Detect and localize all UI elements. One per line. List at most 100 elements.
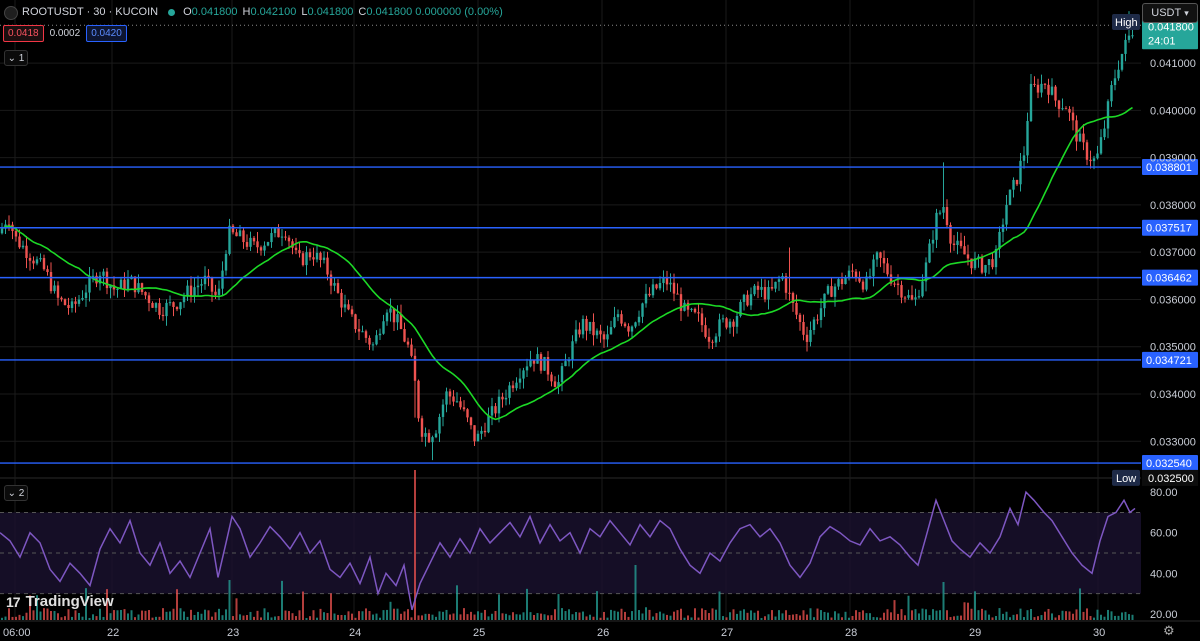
volume-bar [1, 617, 3, 620]
candle-body [676, 293, 679, 295]
candle-body [644, 293, 648, 304]
volume-bar [498, 594, 500, 620]
volume-bar [886, 609, 889, 620]
volume-bar [410, 617, 413, 620]
volume-bar [386, 609, 388, 620]
candle-body [833, 286, 837, 297]
volume-bar [991, 617, 994, 620]
volume-bar [1075, 609, 1078, 620]
volume-bar [753, 612, 756, 620]
pane2-collapse-button[interactable]: ⌄ 2 [4, 485, 28, 501]
symbol-title[interactable]: ROOTUSDT · 30 · KUCOIN [22, 6, 159, 18]
volume-bar [729, 612, 731, 620]
candle-body [501, 396, 504, 400]
volume-bar [102, 616, 105, 620]
candle-body [609, 327, 613, 335]
candle-body [102, 271, 105, 276]
candle-body [235, 232, 238, 237]
volume-bar [281, 580, 283, 620]
candle-body [956, 240, 959, 245]
candle-body [522, 370, 525, 379]
volume-bar [722, 616, 724, 620]
candle-body [476, 433, 480, 442]
candle-body [126, 279, 130, 290]
candles-group [0, 11, 1134, 461]
candle-body [291, 241, 294, 248]
price-tick-label: 0.037000 [1150, 247, 1196, 259]
volume-bar [785, 610, 787, 620]
candle-body [767, 287, 770, 300]
candle-body [109, 285, 112, 289]
candle-body [651, 284, 655, 296]
currency-selector[interactable]: USDT ▾ [1142, 3, 1198, 23]
volume-bar [470, 611, 472, 620]
volume-bar [22, 616, 24, 620]
candle-body [718, 319, 721, 337]
volume-bar [652, 616, 654, 620]
volume-bar [64, 616, 66, 620]
volume-bar [746, 612, 749, 620]
volume-bar [424, 613, 427, 620]
candle-body [1071, 112, 1075, 121]
volume-bar [1072, 613, 1074, 620]
candle-body [333, 283, 336, 286]
candle-body [1012, 179, 1015, 190]
rsi-tick-label: 60.00 [1150, 528, 1178, 540]
candle-body [945, 207, 949, 226]
volume-bar [270, 617, 273, 620]
candle-body [63, 299, 67, 306]
pane1-collapse-button[interactable]: ⌄ 1 [4, 50, 28, 66]
volume-bar [659, 611, 661, 620]
volume-bar [662, 613, 665, 620]
volume-bar [193, 614, 196, 620]
candle-body [1043, 83, 1047, 85]
candle-body [630, 326, 634, 332]
volume-bar [438, 611, 441, 620]
candle-body [637, 316, 641, 323]
symbol-logo-icon [4, 6, 18, 20]
candle-body [18, 236, 21, 248]
volume-bar [893, 600, 896, 620]
candle-body [298, 250, 301, 254]
candle-body [746, 294, 749, 306]
candle-body [816, 319, 819, 321]
volume-bar [589, 614, 591, 620]
candle-body [686, 302, 690, 310]
volume-bar [610, 609, 612, 620]
candle-body [91, 275, 95, 277]
candle-body [935, 212, 938, 240]
volume-bar [617, 611, 619, 620]
volume-bar [956, 615, 959, 620]
ohlc-open-label: O [183, 6, 192, 18]
sell-price-button[interactable]: 0.0418 [3, 25, 44, 42]
candle-body [1110, 85, 1113, 102]
volume-bar [1009, 617, 1011, 620]
volume-bar [32, 610, 35, 620]
candle-body [151, 302, 154, 308]
candle-body [812, 319, 816, 331]
settings-gear-icon[interactable]: ⚙ [1163, 623, 1175, 638]
candle-body [648, 293, 651, 296]
candle-body [907, 295, 910, 298]
candle-body [585, 318, 588, 331]
rsi-tick-label: 20.00 [1150, 609, 1178, 621]
ohlc-close-value: 0.041800 0.000000 (0.00%) [366, 6, 503, 18]
tradingview-logo[interactable]: 17 TradingView [6, 593, 114, 610]
candle-body [525, 366, 529, 371]
volume-bar [820, 610, 822, 620]
candle-body [665, 277, 669, 285]
ohlc-high-value: 0.042100 [250, 6, 297, 18]
volume-bar [207, 610, 210, 620]
candle-body [714, 336, 718, 343]
buy-price-button[interactable]: 0.0420 [86, 25, 127, 42]
candle-body [315, 252, 319, 260]
volume-bar [4, 616, 7, 620]
volume-bar [288, 611, 290, 620]
volume-bar [134, 617, 136, 620]
candle-body [406, 341, 410, 345]
volume-bar [218, 608, 220, 620]
candle-body [602, 334, 606, 340]
candle-body [74, 301, 77, 304]
candle-body [784, 276, 788, 293]
